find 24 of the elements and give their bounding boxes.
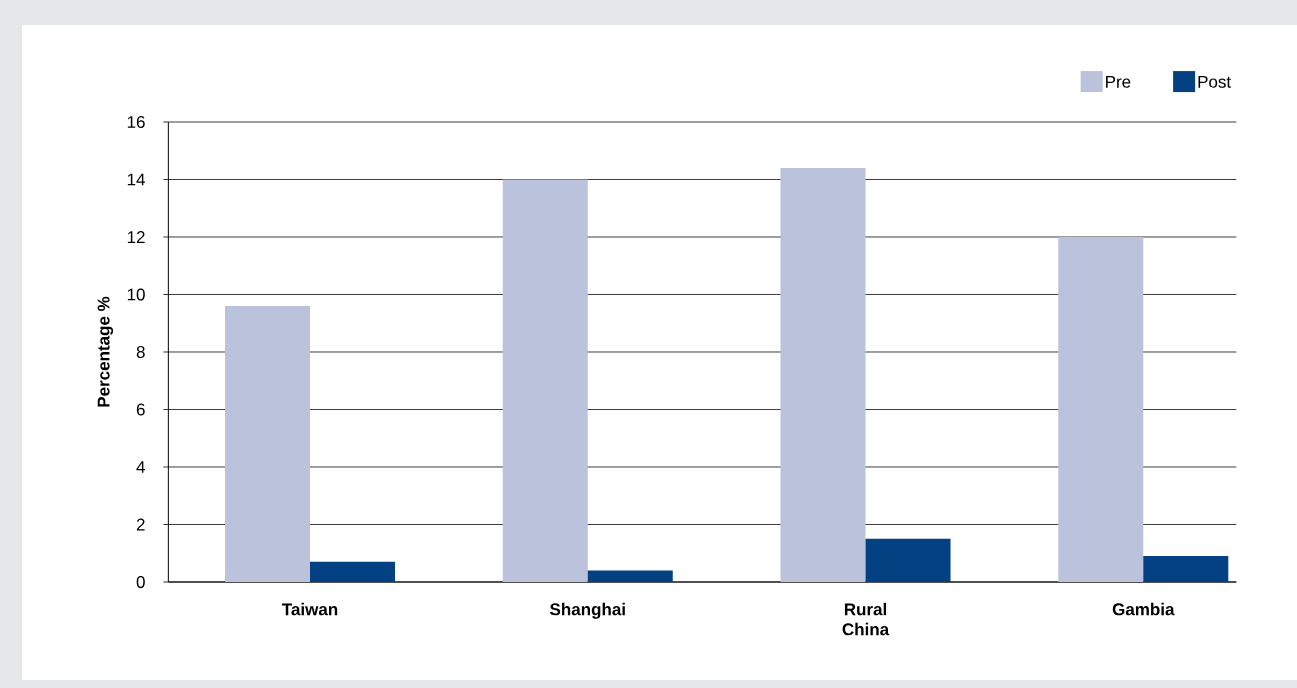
bar xyxy=(865,538,951,582)
y-tick-label: 0 xyxy=(136,575,145,589)
y-tick-label: 2 xyxy=(136,518,145,531)
y-tick-label: 6 xyxy=(136,403,145,416)
y-tick-label: 10 xyxy=(127,288,145,301)
y-tick-label: 8 xyxy=(136,345,145,359)
x-tick-label: Taiwan xyxy=(282,602,338,616)
legend-label: Pre xyxy=(1106,75,1131,88)
legend-label: Post xyxy=(1198,75,1231,88)
x-tick-label: Shanghai xyxy=(550,602,625,619)
y-axis-title: Percentage % xyxy=(97,296,114,407)
bar xyxy=(587,570,673,582)
bar xyxy=(225,305,310,582)
x-tick-label: Gambia xyxy=(1112,602,1175,616)
bar xyxy=(780,167,866,582)
bar xyxy=(310,561,396,582)
y-tick-label: 4 xyxy=(136,461,145,473)
bar xyxy=(1058,236,1144,582)
bar xyxy=(1143,556,1229,582)
bar xyxy=(502,179,588,582)
y-tick-label: 12 xyxy=(127,231,145,243)
x-tick-label: Rural China xyxy=(842,602,890,636)
y-tick-label: 16 xyxy=(127,115,145,129)
y-tick-label: 14 xyxy=(127,173,145,186)
